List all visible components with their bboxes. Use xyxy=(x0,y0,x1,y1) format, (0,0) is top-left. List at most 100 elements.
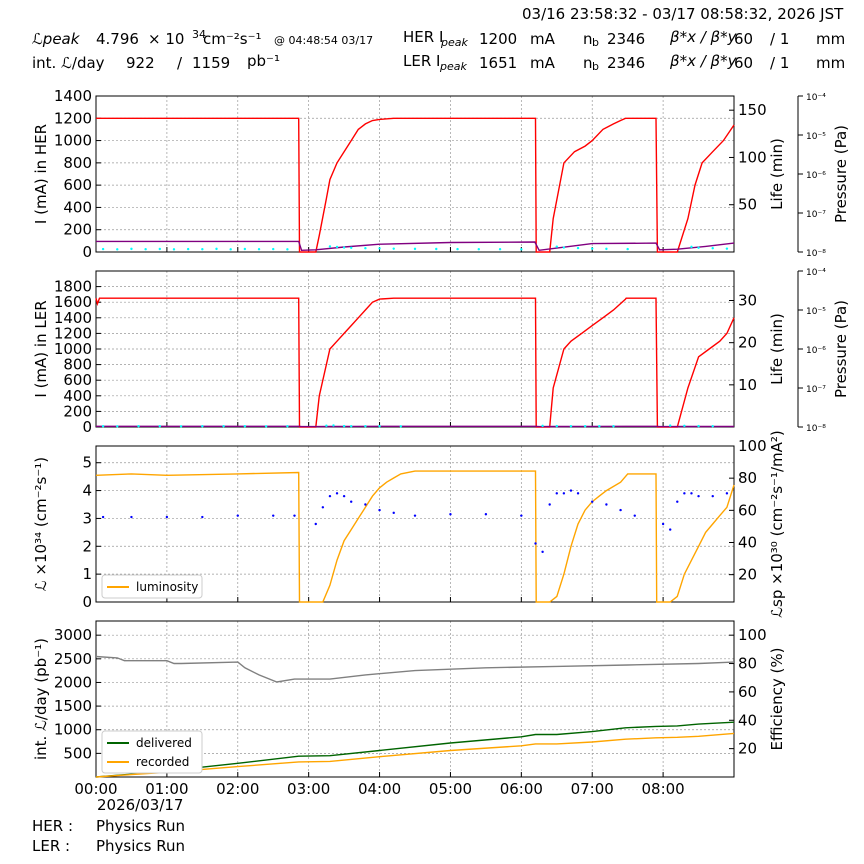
data-point xyxy=(236,514,239,517)
data-point xyxy=(591,247,594,250)
data-point xyxy=(413,247,417,251)
y-tick-label: 600 xyxy=(63,176,92,194)
ler-nb-sub: b xyxy=(592,60,599,73)
her-val: 1200 xyxy=(479,30,518,48)
data-point xyxy=(335,492,339,495)
plot-frame xyxy=(95,620,735,778)
data-point xyxy=(619,508,622,512)
y-axis-label: ℒ ×10³⁴ (cm⁻²s⁻¹) xyxy=(32,457,50,591)
y3-tick-label: 10⁻⁷ xyxy=(806,385,826,395)
data-point xyxy=(101,247,105,251)
data-point xyxy=(435,247,438,251)
data-point xyxy=(697,424,700,428)
y2-tick-label: 60 xyxy=(738,501,757,519)
data-point xyxy=(201,515,204,519)
data-point xyxy=(569,489,573,492)
y-tick-label: 4 xyxy=(82,482,92,500)
her-unit: mA xyxy=(530,30,555,48)
ler-beta-x: 60 xyxy=(734,54,754,72)
data-point xyxy=(725,492,729,495)
intl-slash: / xyxy=(177,54,183,72)
series-line xyxy=(95,297,735,428)
y-tick-label: 1000 xyxy=(54,340,92,358)
y3-tick-label: 10⁻⁵ xyxy=(806,132,826,142)
x-tick-label: 04:00 xyxy=(358,780,401,798)
data-point xyxy=(576,492,580,495)
x-tick-label: 01:00 xyxy=(145,780,188,798)
header: 03/16 23:58:32 - 03/17 08:58:32, 2026 JS… xyxy=(0,0,864,86)
data-point xyxy=(392,247,395,250)
y3-tick-label: 10⁻⁸ xyxy=(806,424,826,434)
y-axis-label: I (mA) in LER xyxy=(32,300,50,397)
legend-label: luminosity xyxy=(136,580,198,594)
y2-tick-label: 100 xyxy=(738,437,767,455)
data-point xyxy=(697,246,700,249)
data-point xyxy=(350,500,353,503)
data-point xyxy=(605,503,608,506)
y-axis-label: I (mA) in HER xyxy=(32,124,50,224)
data-point xyxy=(179,425,183,428)
data-point xyxy=(378,247,381,250)
data-point xyxy=(342,246,346,249)
intlumi-panel xyxy=(95,620,735,778)
data-point xyxy=(314,522,317,526)
x-tick-label: 02:00 xyxy=(216,780,259,798)
y-tick-label: 1500 xyxy=(54,697,92,715)
legend-label: delivered xyxy=(136,736,192,750)
data-point xyxy=(286,248,289,251)
data-point xyxy=(690,245,693,249)
y3-tick-label: 10⁻⁸ xyxy=(806,249,826,259)
data-point xyxy=(456,247,459,251)
y-tick-label: 1200 xyxy=(54,324,92,342)
y2-axis-label: Life (min) xyxy=(768,313,786,385)
data-point xyxy=(158,425,161,428)
data-point xyxy=(272,514,275,517)
data-point xyxy=(669,528,672,531)
data-point xyxy=(711,247,714,250)
lpeak-unit: cm⁻²s⁻¹ xyxy=(203,30,262,48)
lpeak-at: @ 04:48:54 03/17 xyxy=(274,34,374,47)
series-line xyxy=(95,470,735,603)
data-point xyxy=(130,247,133,251)
data-point xyxy=(591,500,594,503)
data-point xyxy=(116,425,119,428)
y-tick-label: 1200 xyxy=(54,109,92,127)
data-point xyxy=(137,424,140,428)
intl-delivered: 1159 xyxy=(192,54,231,72)
ler-unit: mA xyxy=(530,54,555,72)
y3-tick-label: 10⁻⁶ xyxy=(806,346,826,356)
y-axis-label: int. ℒ/day (pb⁻¹) xyxy=(32,638,50,760)
ler-val: 1651 xyxy=(479,54,518,72)
data-point xyxy=(335,245,339,249)
data-point xyxy=(222,424,225,428)
data-point xyxy=(449,513,452,516)
data-point xyxy=(165,515,169,519)
y-tick-label: 1000 xyxy=(54,132,92,150)
y2-tick-label: 20 xyxy=(738,740,757,758)
y2-axis-label: ℒsp ×10³⁰ (cm⁻²s⁻¹/mA²) xyxy=(768,430,786,618)
y-tick-label: 400 xyxy=(63,198,92,216)
y-tick-label: 500 xyxy=(63,744,92,762)
ler-nb-label: n xyxy=(583,54,593,72)
her-label: HER I xyxy=(403,28,444,46)
data-point xyxy=(243,247,247,251)
series-line xyxy=(96,240,735,252)
data-point xyxy=(201,425,204,428)
her-beta-y: / 1 xyxy=(770,30,790,48)
data-point xyxy=(328,245,332,248)
data-point xyxy=(477,248,480,251)
y-tick-label: 400 xyxy=(63,387,92,405)
y-tick-label: 3 xyxy=(82,509,92,527)
data-point xyxy=(683,424,686,428)
data-point xyxy=(413,514,417,517)
data-point xyxy=(399,425,403,428)
y2-tick-label: 50 xyxy=(738,196,757,214)
data-point xyxy=(683,492,686,495)
data-point xyxy=(520,248,523,251)
y2-tick-label: 150 xyxy=(738,101,767,119)
intl-label: int. ℒ/day xyxy=(32,54,105,72)
ler-beta-label: β*x / β*y xyxy=(670,52,737,70)
data-point xyxy=(229,248,232,251)
her-nb-val: 2346 xyxy=(607,30,646,48)
data-point xyxy=(378,508,381,512)
